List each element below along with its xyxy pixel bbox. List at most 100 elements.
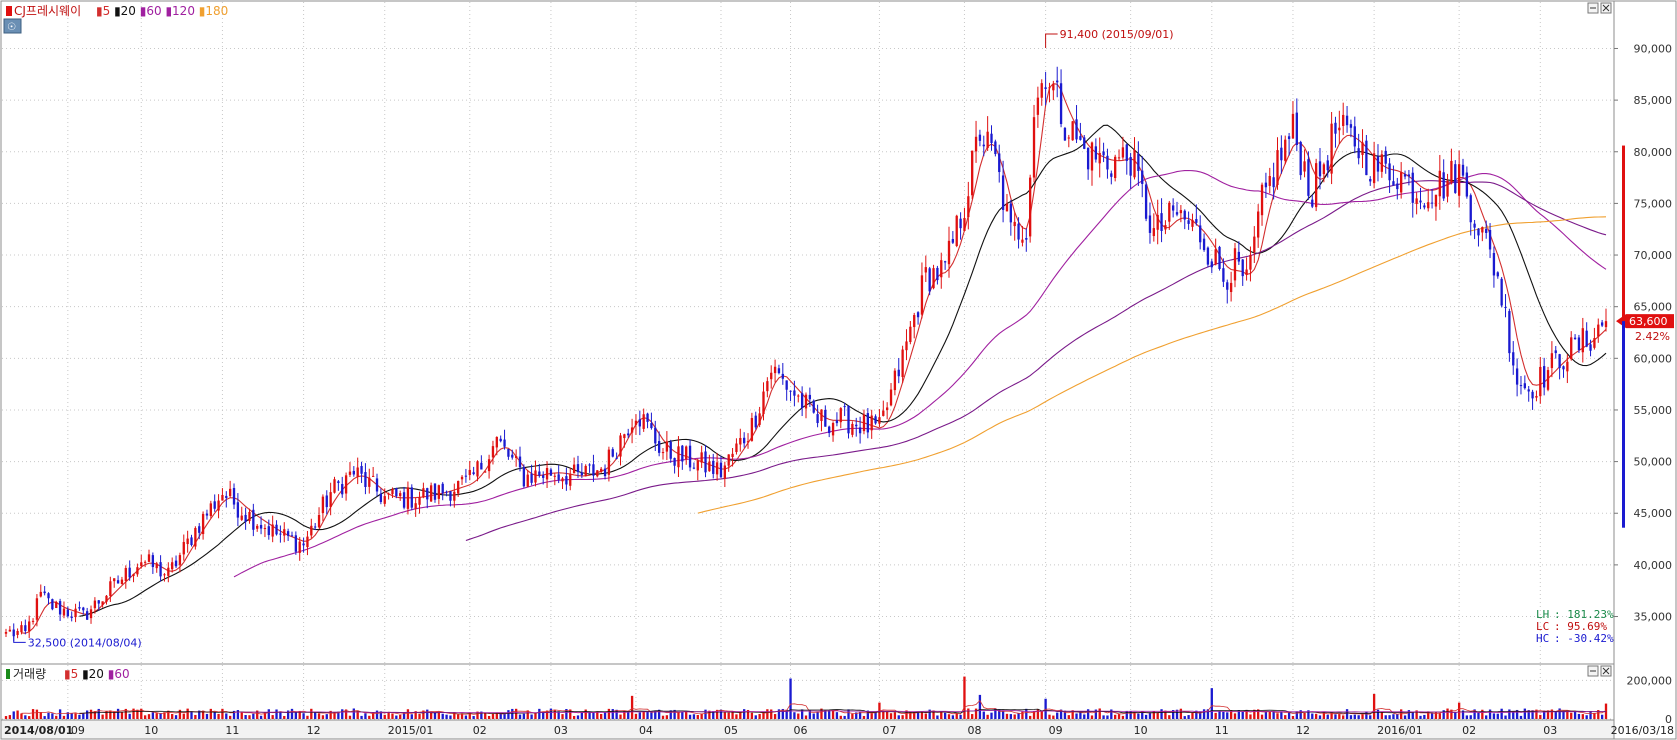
candle-body xyxy=(1056,80,1059,83)
candle-body xyxy=(673,458,676,466)
range-stats: LH : 181.23% LC : 95.69% HC : -30.42% xyxy=(1536,608,1614,645)
volume-bar xyxy=(399,714,402,719)
volume-bar xyxy=(542,711,545,719)
volume-bar xyxy=(491,713,495,719)
volume-bar xyxy=(1349,715,1353,719)
volume-panel-buttons xyxy=(1587,665,1612,677)
volume-bar xyxy=(1361,714,1364,719)
candle-body xyxy=(1388,163,1391,181)
candle-body xyxy=(1009,203,1012,223)
volume-bar xyxy=(886,712,889,719)
volume-bar xyxy=(1438,713,1441,719)
candle-body xyxy=(55,602,58,608)
volume-bar xyxy=(472,716,475,719)
volume-bar xyxy=(534,713,537,719)
volume-bar xyxy=(78,714,81,719)
candle-body xyxy=(623,434,626,439)
volume-bar xyxy=(1307,710,1310,719)
volume-bar xyxy=(654,710,657,719)
volume-bar xyxy=(1059,709,1063,719)
candle-body xyxy=(882,410,885,416)
volume-bar xyxy=(383,714,386,719)
candle-body xyxy=(1504,307,1507,309)
volume-bar xyxy=(317,713,321,719)
candle-body xyxy=(681,445,684,462)
volume-bar xyxy=(143,715,147,719)
candlestick-series xyxy=(4,66,1608,642)
candle-body xyxy=(642,414,645,429)
volume-bar xyxy=(132,708,135,719)
candle-body xyxy=(1233,248,1237,281)
candle-body xyxy=(487,459,491,472)
candle-body xyxy=(627,433,630,436)
volume-bar xyxy=(1048,714,1051,719)
volume-bar xyxy=(418,713,421,719)
volume-bar xyxy=(785,709,788,719)
x-tick-label: 10 xyxy=(1134,724,1148,737)
volume-bar xyxy=(422,710,425,719)
volume-bar xyxy=(209,708,212,719)
candle-body xyxy=(209,503,212,516)
volume-bar xyxy=(661,715,665,719)
candle-body xyxy=(406,487,410,509)
candle-body xyxy=(310,525,313,536)
candle-body xyxy=(290,535,294,537)
volume-bar xyxy=(252,713,255,719)
volume-bar xyxy=(708,710,711,719)
candle-body xyxy=(1531,391,1534,399)
volume-bar xyxy=(1508,709,1511,719)
legend-ma-180: ▮180 xyxy=(195,4,228,18)
volume-bar xyxy=(789,678,792,719)
candle-body xyxy=(298,541,301,553)
volume-bar xyxy=(1214,712,1217,719)
volume-bar xyxy=(746,709,750,719)
volume-bar xyxy=(1396,714,1399,719)
volume-bar xyxy=(824,710,827,719)
volume-bar xyxy=(754,715,757,719)
volume-bar xyxy=(580,711,584,719)
candle-body xyxy=(422,488,425,498)
volume-bar xyxy=(665,715,669,719)
candle-body xyxy=(1137,153,1140,171)
candle-body xyxy=(951,239,955,243)
candle-body xyxy=(1199,225,1202,243)
volume-bar xyxy=(750,712,754,719)
candle-body xyxy=(665,441,669,452)
volume-bar xyxy=(797,713,800,719)
volume-bar xyxy=(572,715,576,719)
candle-body xyxy=(1141,170,1144,184)
candle-body xyxy=(1322,164,1326,175)
candle-body xyxy=(1156,214,1159,230)
volume-bar xyxy=(561,714,564,719)
candle-body xyxy=(1106,155,1109,170)
volume-bar xyxy=(1357,715,1360,719)
volume-bar xyxy=(576,715,580,719)
volume-bar xyxy=(1461,710,1465,719)
volume-bar xyxy=(1272,711,1275,719)
volume-bar xyxy=(1028,715,1032,719)
candle-body xyxy=(1063,127,1067,141)
volume-bar xyxy=(1067,715,1070,719)
volume-bar xyxy=(337,711,340,719)
volume-bar xyxy=(1430,713,1434,719)
candle-body xyxy=(1573,337,1577,340)
volume-bar xyxy=(1384,715,1387,719)
candle-body xyxy=(1183,210,1186,220)
volume-bar xyxy=(1280,711,1283,719)
volume-bar xyxy=(1550,709,1554,719)
candle-body xyxy=(511,454,514,458)
volume-bar xyxy=(1469,715,1472,719)
candle-body xyxy=(986,131,989,149)
candle-body xyxy=(1311,199,1314,207)
volume-bar xyxy=(1380,712,1384,719)
candle-body xyxy=(1125,144,1128,161)
candle-body xyxy=(263,528,267,530)
candle-body xyxy=(271,524,274,537)
volume-bar xyxy=(870,713,873,719)
candle-body xyxy=(348,471,352,475)
zoom-toggle-button[interactable] xyxy=(3,18,22,34)
volume-bar xyxy=(1369,715,1372,719)
candle-body xyxy=(530,473,533,483)
candle-body xyxy=(947,240,951,265)
